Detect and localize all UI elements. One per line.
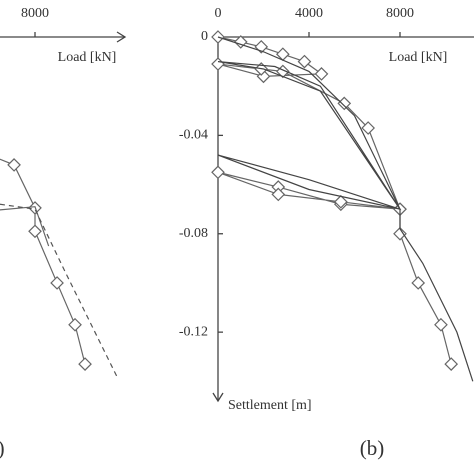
diamond-marker [275,64,290,79]
diamond-marker [297,54,312,69]
diamond-marker [211,165,225,180]
x-tick-label: 8000 [386,6,414,21]
y-axis-arrow [212,392,224,403]
x-tick-label: 8000 [21,6,49,21]
x-axis-label: Load [kN] [58,50,117,65]
y-tick-label: 0 [201,29,208,44]
diamond-marker [411,276,426,290]
x-axis-arrow [116,31,127,43]
panel-label: (a) [0,436,5,460]
y-tick-label: -0.12 [179,324,208,339]
diamond-marker [28,224,42,239]
series-line [0,203,119,380]
diamond-marker [68,317,82,332]
diamond-marker [393,226,407,241]
diamond-marker [434,317,448,332]
panel-label: (b) [360,436,385,460]
y-tick-label: -0.08 [179,226,208,241]
x-axis-label: Load [kN] [389,50,448,65]
diamond-marker [256,69,271,84]
diamond-marker [444,357,459,371]
chart-panel: Load [kN] 0 4000 8000 Settlement [m] 0 -0.04 -0… [179,6,474,460]
diamond-marker [334,194,348,209]
y-tick-label: -0.04 [179,128,208,143]
series-line [0,206,50,247]
chart-panel: Load [kN] 8000 (a) [0,6,127,460]
x-tick-label: 4000 [295,6,323,21]
diamond-marker [78,357,92,371]
diamond-marker [314,67,329,81]
y-axis-label: Settlement [m] [228,398,312,413]
series-line [0,158,86,365]
series-line [217,36,452,365]
diamond-marker [7,158,21,172]
diamond-marker [361,121,375,135]
diamond-marker [50,276,64,290]
diamond-marker [211,57,225,71]
series-line [217,36,474,382]
diamond-marker [271,187,286,202]
x-tick-label: 0 [215,6,222,21]
